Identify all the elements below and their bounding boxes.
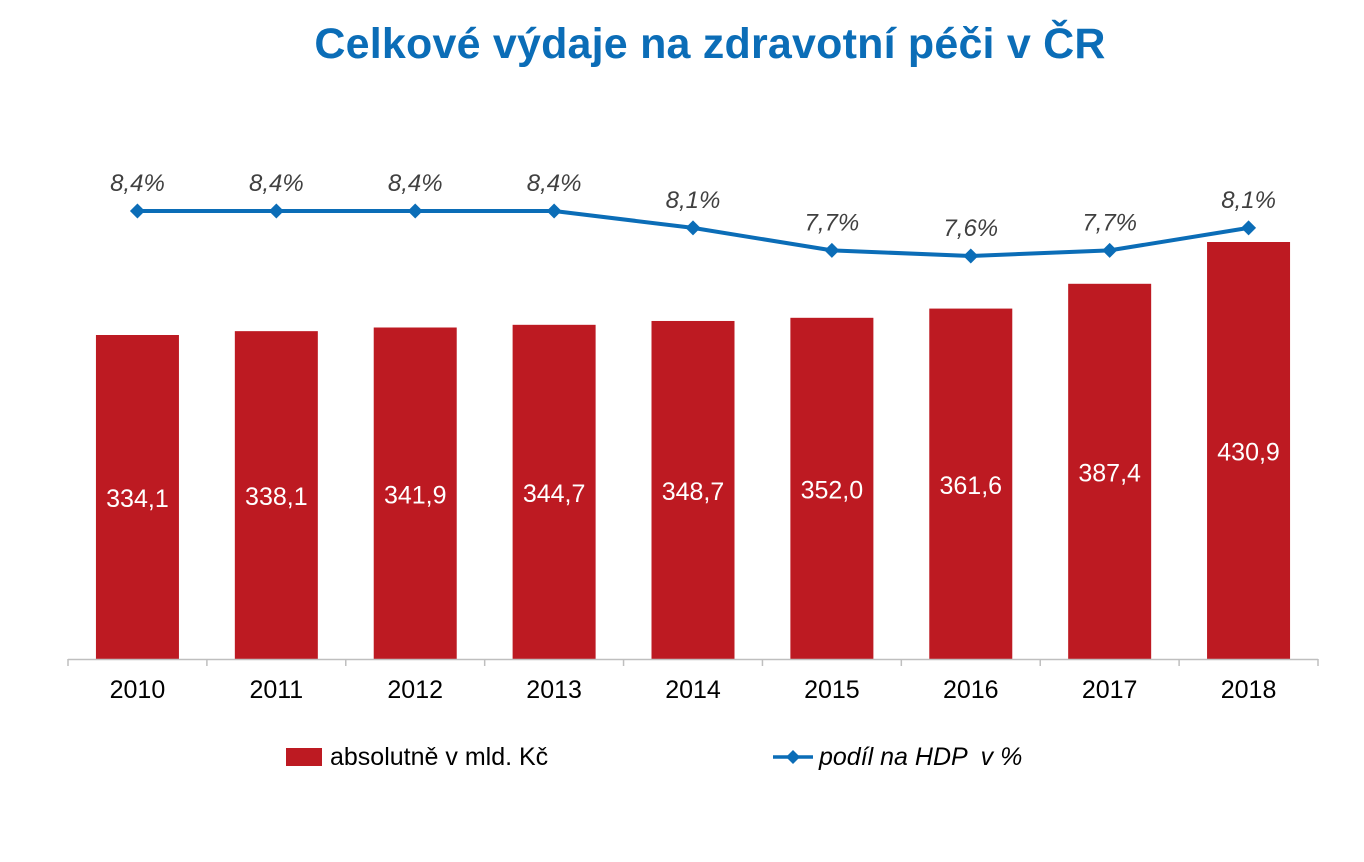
line-marker-2011	[268, 203, 284, 219]
legend-swatch-bar	[286, 748, 322, 766]
line-marker-2014	[685, 220, 701, 236]
legend-swatch-line	[773, 750, 813, 764]
bar-2012	[373, 327, 457, 659]
line-marker-2012	[407, 203, 423, 219]
x-tick-label-2010: 2010	[110, 676, 166, 704]
x-tick-label-2016: 2016	[943, 676, 999, 704]
bar-label-2011: 338,1	[245, 483, 308, 511]
legend-label-line: podíl na HDP v %	[819, 742, 1023, 771]
chart-title: Celkové výdaje na zdravotní péči v ČR	[314, 20, 1106, 68]
line-marker-2010	[129, 203, 145, 219]
line-marker-2013	[546, 203, 562, 219]
line-label-2018: 8,1%	[1221, 187, 1276, 214]
legend-item-bars: absolutně v mld. Kč	[286, 740, 548, 774]
line-label-2015: 7,7%	[805, 209, 860, 236]
line-label-2017: 7,7%	[1082, 209, 1137, 236]
bar-label-2018: 430,9	[1217, 439, 1280, 467]
bar-2018	[1207, 242, 1291, 659]
line-label-2010: 8,4%	[110, 170, 165, 197]
bar-2011	[234, 331, 318, 659]
bar-label-2010: 334,1	[106, 485, 169, 513]
bar-2017	[1068, 283, 1152, 659]
x-tick-label-2014: 2014	[665, 676, 721, 704]
x-tick-label-2012: 2012	[387, 676, 443, 704]
bar-label-2013: 344,7	[523, 480, 586, 508]
bar-label-2015: 352,0	[801, 476, 864, 504]
legend: absolutně v mld. Kč podíl na HDP v %	[0, 740, 1364, 774]
line-marker-2017	[1102, 242, 1118, 258]
x-tick-label-2018: 2018	[1221, 676, 1277, 704]
line-label-2013: 8,4%	[527, 170, 582, 197]
line-label-2016: 7,6%	[943, 215, 998, 242]
x-tick-label-2015: 2015	[804, 676, 860, 704]
bar-2014	[651, 320, 735, 659]
bar-label-2017: 387,4	[1078, 459, 1141, 487]
legend-item-line: podíl na HDP v %	[773, 740, 1022, 774]
bar-2013	[512, 324, 596, 659]
bar-2015	[790, 317, 874, 659]
x-tick-label-2011: 2011	[249, 676, 303, 704]
bar-2016	[929, 308, 1013, 659]
line-label-2014: 8,1%	[666, 187, 721, 214]
line-label-2012: 8,4%	[388, 170, 443, 197]
bar-label-2014: 348,7	[662, 478, 725, 506]
line-marker-2018	[1241, 220, 1257, 236]
bar-2010	[95, 335, 179, 659]
line-marker-2015	[824, 242, 840, 258]
legend-label-bars: absolutně v mld. Kč	[330, 742, 549, 771]
x-tick-label-2017: 2017	[1082, 676, 1138, 704]
x-tick-label-2013: 2013	[526, 676, 582, 704]
bar-label-2012: 341,9	[384, 481, 447, 509]
line-marker-2016	[963, 248, 979, 264]
bar-label-2016: 361,6	[939, 472, 1002, 500]
line-label-2011: 8,4%	[249, 170, 304, 197]
